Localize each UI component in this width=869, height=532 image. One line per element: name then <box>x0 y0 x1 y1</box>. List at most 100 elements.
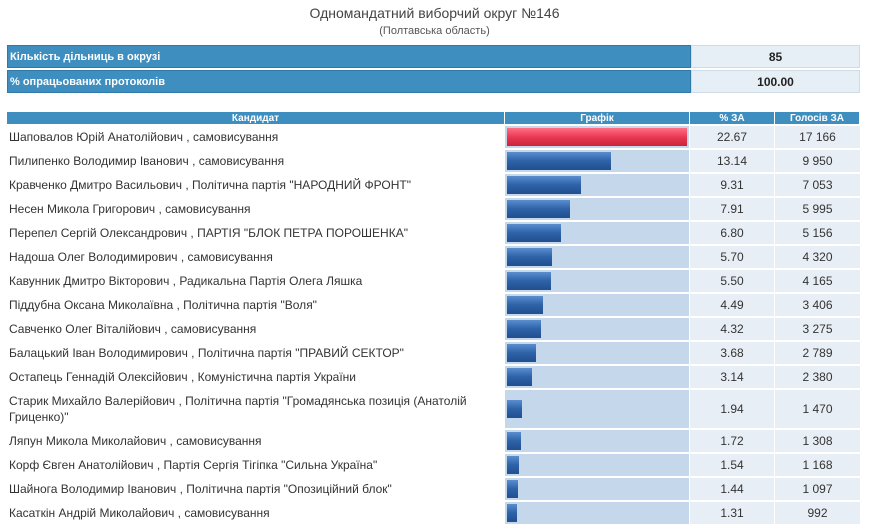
percent-value: 1.31 <box>690 502 775 524</box>
percent-value: 3.68 <box>690 342 775 364</box>
percent-value: 4.49 <box>690 294 775 316</box>
graph-cell <box>505 454 690 476</box>
graph-cell <box>505 222 690 244</box>
candidate-name: Перепел Сергій Олександрович , ПАРТІЯ "Б… <box>7 222 505 244</box>
table-row: Савченко Олег Віталійович , самовисуванн… <box>7 318 860 340</box>
summary-table: Кількість дільниць в окрузі 85 % опрацьо… <box>7 43 860 95</box>
percent-value: 4.32 <box>690 318 775 340</box>
vote-bar <box>507 368 532 386</box>
percent-value: 1.94 <box>690 390 775 428</box>
vote-bar <box>507 176 581 194</box>
graph-cell <box>505 390 690 428</box>
percent-value: 5.50 <box>690 270 775 292</box>
votes-value: 2 380 <box>775 366 860 388</box>
header-candidate[interactable]: Кандидат <box>7 112 505 124</box>
page-subtitle: (Полтавська область) <box>379 25 490 37</box>
candidate-name: Савченко Олег Віталійович , самовисуванн… <box>7 318 505 340</box>
percent-value: 1.44 <box>690 478 775 500</box>
table-row: Корф Євген Анатолійович , Партія Сергія … <box>7 454 860 476</box>
votes-value: 9 950 <box>775 150 860 172</box>
votes-value: 17 166 <box>775 126 860 148</box>
vote-bar <box>507 480 518 498</box>
vote-bar <box>507 432 521 450</box>
table-row: Пилипенко Володимир Іванович , самовисув… <box>7 150 860 172</box>
graph-cell <box>505 430 690 452</box>
header-percent[interactable]: % ЗА <box>690 112 775 124</box>
vote-bar <box>507 400 522 418</box>
votes-value: 4 165 <box>775 270 860 292</box>
vote-bar <box>507 152 611 170</box>
votes-value: 1 470 <box>775 390 860 428</box>
results-header-row: Кандидат Графік % ЗА Голосів ЗА <box>7 112 860 124</box>
candidate-name: Піддубна Оксана Миколаївна , Політична п… <box>7 294 505 316</box>
graph-cell <box>505 126 690 148</box>
votes-value: 3 275 <box>775 318 860 340</box>
vote-bar <box>507 248 552 266</box>
candidate-name: Корф Євген Анатолійович , Партія Сергія … <box>7 454 505 476</box>
results-table: Кандидат Графік % ЗА Голосів ЗА Шаповало… <box>7 110 860 526</box>
table-row: Піддубна Оксана Миколаївна , Політична п… <box>7 294 860 316</box>
table-row: Старик Михайло Валерійович , Політична п… <box>7 390 860 428</box>
vote-bar <box>507 296 543 314</box>
summary-value: 85 <box>691 45 860 68</box>
candidate-name: Пилипенко Володимир Іванович , самовисув… <box>7 150 505 172</box>
graph-cell <box>505 246 690 268</box>
vote-bar <box>507 224 561 242</box>
candidate-name: Старик Михайло Валерійович , Політична п… <box>7 390 505 428</box>
table-row: Ляпун Микола Миколайович , самовисування… <box>7 430 860 452</box>
table-row: Перепел Сергій Олександрович , ПАРТІЯ "Б… <box>7 222 860 244</box>
votes-value: 4 320 <box>775 246 860 268</box>
graph-cell <box>505 198 690 220</box>
votes-value: 5 995 <box>775 198 860 220</box>
candidate-name: Несен Микола Григорович , самовисування <box>7 198 505 220</box>
graph-cell <box>505 478 690 500</box>
table-row: Балацький Іван Володимирович , Політична… <box>7 342 860 364</box>
candidate-name: Надоша Олег Володимирович , самовисуванн… <box>7 246 505 268</box>
summary-value: 100.00 <box>691 70 860 93</box>
graph-cell <box>505 294 690 316</box>
percent-value: 22.67 <box>690 126 775 148</box>
graph-cell <box>505 150 690 172</box>
candidate-name: Шайнога Володимир Іванович , Політична п… <box>7 478 505 500</box>
candidate-name: Остапець Геннадій Олексійович , Комуніст… <box>7 366 505 388</box>
percent-value: 5.70 <box>690 246 775 268</box>
votes-value: 5 156 <box>775 222 860 244</box>
percent-value: 9.31 <box>690 174 775 196</box>
percent-value: 6.80 <box>690 222 775 244</box>
percent-value: 13.14 <box>690 150 775 172</box>
vote-bar <box>507 272 551 290</box>
graph-cell <box>505 366 690 388</box>
table-row: Остапець Геннадій Олексійович , Комуніст… <box>7 366 860 388</box>
summary-row-protocols: % опрацьованих протоколів 100.00 <box>7 70 860 93</box>
votes-value: 1 097 <box>775 478 860 500</box>
table-row: Шаповалов Юрій Анатолійович , самовисува… <box>7 126 860 148</box>
summary-label: Кількість дільниць в окрузі <box>7 45 691 68</box>
percent-value: 1.54 <box>690 454 775 476</box>
graph-cell <box>505 342 690 364</box>
vote-bar <box>507 456 519 474</box>
graph-cell <box>505 502 690 524</box>
percent-value: 3.14 <box>690 366 775 388</box>
table-row: Касаткін Андрій Миколайович , самовисува… <box>7 502 860 524</box>
table-row: Несен Микола Григорович , самовисування 7… <box>7 198 860 220</box>
votes-value: 1 308 <box>775 430 860 452</box>
vote-bar <box>507 504 517 522</box>
summary-row-stations: Кількість дільниць в окрузі 85 <box>7 45 860 68</box>
header-votes[interactable]: Голосів ЗА <box>775 112 860 124</box>
candidate-name: Шаповалов Юрій Анатолійович , самовисува… <box>7 126 505 148</box>
table-row: Надоша Олег Володимирович , самовисуванн… <box>7 246 860 268</box>
vote-bar <box>507 320 541 338</box>
votes-value: 2 789 <box>775 342 860 364</box>
table-row: Кавунник Дмитро Вікторович , Радикальна … <box>7 270 860 292</box>
header-graph[interactable]: Графік <box>505 112 690 124</box>
candidate-name: Кавунник Дмитро Вікторович , Радикальна … <box>7 270 505 292</box>
summary-label: % опрацьованих протоколів <box>7 70 691 93</box>
candidate-name: Балацький Іван Володимирович , Політична… <box>7 342 505 364</box>
graph-cell <box>505 174 690 196</box>
table-row: Кравченко Дмитро Васильович , Політична … <box>7 174 860 196</box>
candidate-name: Кравченко Дмитро Васильович , Політична … <box>7 174 505 196</box>
percent-value: 7.91 <box>690 198 775 220</box>
graph-cell <box>505 318 690 340</box>
vote-bar <box>507 344 536 362</box>
votes-value: 992 <box>775 502 860 524</box>
